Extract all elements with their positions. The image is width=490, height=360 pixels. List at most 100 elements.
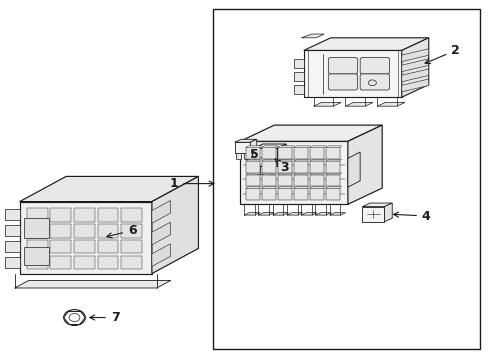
FancyBboxPatch shape xyxy=(328,74,358,90)
Polygon shape xyxy=(98,240,118,253)
Polygon shape xyxy=(402,69,429,82)
Polygon shape xyxy=(402,79,429,92)
Polygon shape xyxy=(246,186,262,188)
Polygon shape xyxy=(301,34,324,38)
Polygon shape xyxy=(363,207,384,222)
Text: 7: 7 xyxy=(90,311,120,324)
FancyBboxPatch shape xyxy=(360,74,390,90)
Polygon shape xyxy=(50,240,71,253)
Polygon shape xyxy=(235,139,257,142)
Text: 3: 3 xyxy=(275,159,289,174)
Polygon shape xyxy=(287,213,303,215)
Polygon shape xyxy=(262,173,278,175)
Polygon shape xyxy=(244,213,260,215)
Polygon shape xyxy=(27,208,48,222)
Polygon shape xyxy=(316,213,331,215)
Polygon shape xyxy=(310,186,326,188)
Polygon shape xyxy=(121,224,142,238)
Polygon shape xyxy=(294,186,310,188)
Polygon shape xyxy=(326,146,342,148)
Polygon shape xyxy=(50,208,71,222)
Polygon shape xyxy=(254,148,277,166)
Polygon shape xyxy=(310,173,326,175)
Polygon shape xyxy=(262,188,275,200)
Polygon shape xyxy=(326,188,340,200)
Polygon shape xyxy=(20,176,198,202)
Polygon shape xyxy=(262,148,275,159)
Polygon shape xyxy=(246,159,262,161)
Polygon shape xyxy=(326,186,342,188)
Polygon shape xyxy=(27,256,48,269)
Polygon shape xyxy=(74,256,95,269)
Polygon shape xyxy=(294,148,308,159)
Polygon shape xyxy=(294,159,310,161)
Polygon shape xyxy=(121,240,142,253)
Polygon shape xyxy=(98,256,118,269)
Polygon shape xyxy=(15,280,171,288)
Polygon shape xyxy=(278,146,294,148)
Text: 5: 5 xyxy=(250,148,259,161)
Polygon shape xyxy=(5,209,20,220)
Polygon shape xyxy=(20,202,152,274)
Polygon shape xyxy=(50,224,71,238)
Polygon shape xyxy=(24,218,49,238)
Polygon shape xyxy=(262,175,275,186)
Polygon shape xyxy=(24,247,49,265)
Polygon shape xyxy=(294,59,304,68)
Polygon shape xyxy=(262,146,278,148)
Text: 2: 2 xyxy=(425,44,460,64)
FancyBboxPatch shape xyxy=(360,58,390,74)
Polygon shape xyxy=(310,146,326,148)
Polygon shape xyxy=(236,153,241,159)
Text: 6: 6 xyxy=(107,224,137,238)
Polygon shape xyxy=(348,152,360,187)
Polygon shape xyxy=(152,244,171,266)
Polygon shape xyxy=(246,146,262,148)
Polygon shape xyxy=(27,240,48,253)
Polygon shape xyxy=(262,186,278,188)
Polygon shape xyxy=(294,188,308,200)
Polygon shape xyxy=(235,142,250,153)
Polygon shape xyxy=(5,241,20,252)
Polygon shape xyxy=(294,173,310,175)
Polygon shape xyxy=(5,225,20,236)
Polygon shape xyxy=(326,175,340,186)
Polygon shape xyxy=(74,224,95,238)
Polygon shape xyxy=(294,175,308,186)
Polygon shape xyxy=(98,208,118,222)
Polygon shape xyxy=(240,141,348,204)
Polygon shape xyxy=(246,148,260,159)
Polygon shape xyxy=(363,203,392,207)
Polygon shape xyxy=(304,38,429,50)
Polygon shape xyxy=(5,257,20,268)
Polygon shape xyxy=(294,146,310,148)
Polygon shape xyxy=(152,222,171,245)
Polygon shape xyxy=(294,85,304,94)
Polygon shape xyxy=(278,188,292,200)
Polygon shape xyxy=(310,159,326,161)
Polygon shape xyxy=(98,224,118,238)
Polygon shape xyxy=(278,173,294,175)
Polygon shape xyxy=(348,125,382,204)
Polygon shape xyxy=(272,213,289,215)
Polygon shape xyxy=(294,72,304,81)
Polygon shape xyxy=(310,175,323,186)
Polygon shape xyxy=(250,139,257,153)
Polygon shape xyxy=(326,173,342,175)
Polygon shape xyxy=(314,103,341,106)
Polygon shape xyxy=(278,175,292,186)
Polygon shape xyxy=(277,144,286,166)
Polygon shape xyxy=(326,159,342,161)
Polygon shape xyxy=(278,159,294,161)
FancyBboxPatch shape xyxy=(328,58,358,74)
Text: 4: 4 xyxy=(393,210,431,222)
Polygon shape xyxy=(74,208,95,222)
Polygon shape xyxy=(345,103,373,106)
Polygon shape xyxy=(258,213,274,215)
Polygon shape xyxy=(384,203,392,222)
Polygon shape xyxy=(121,208,142,222)
Text: 1: 1 xyxy=(170,177,214,190)
Polygon shape xyxy=(244,153,249,159)
Polygon shape xyxy=(278,148,292,159)
Polygon shape xyxy=(377,103,405,106)
